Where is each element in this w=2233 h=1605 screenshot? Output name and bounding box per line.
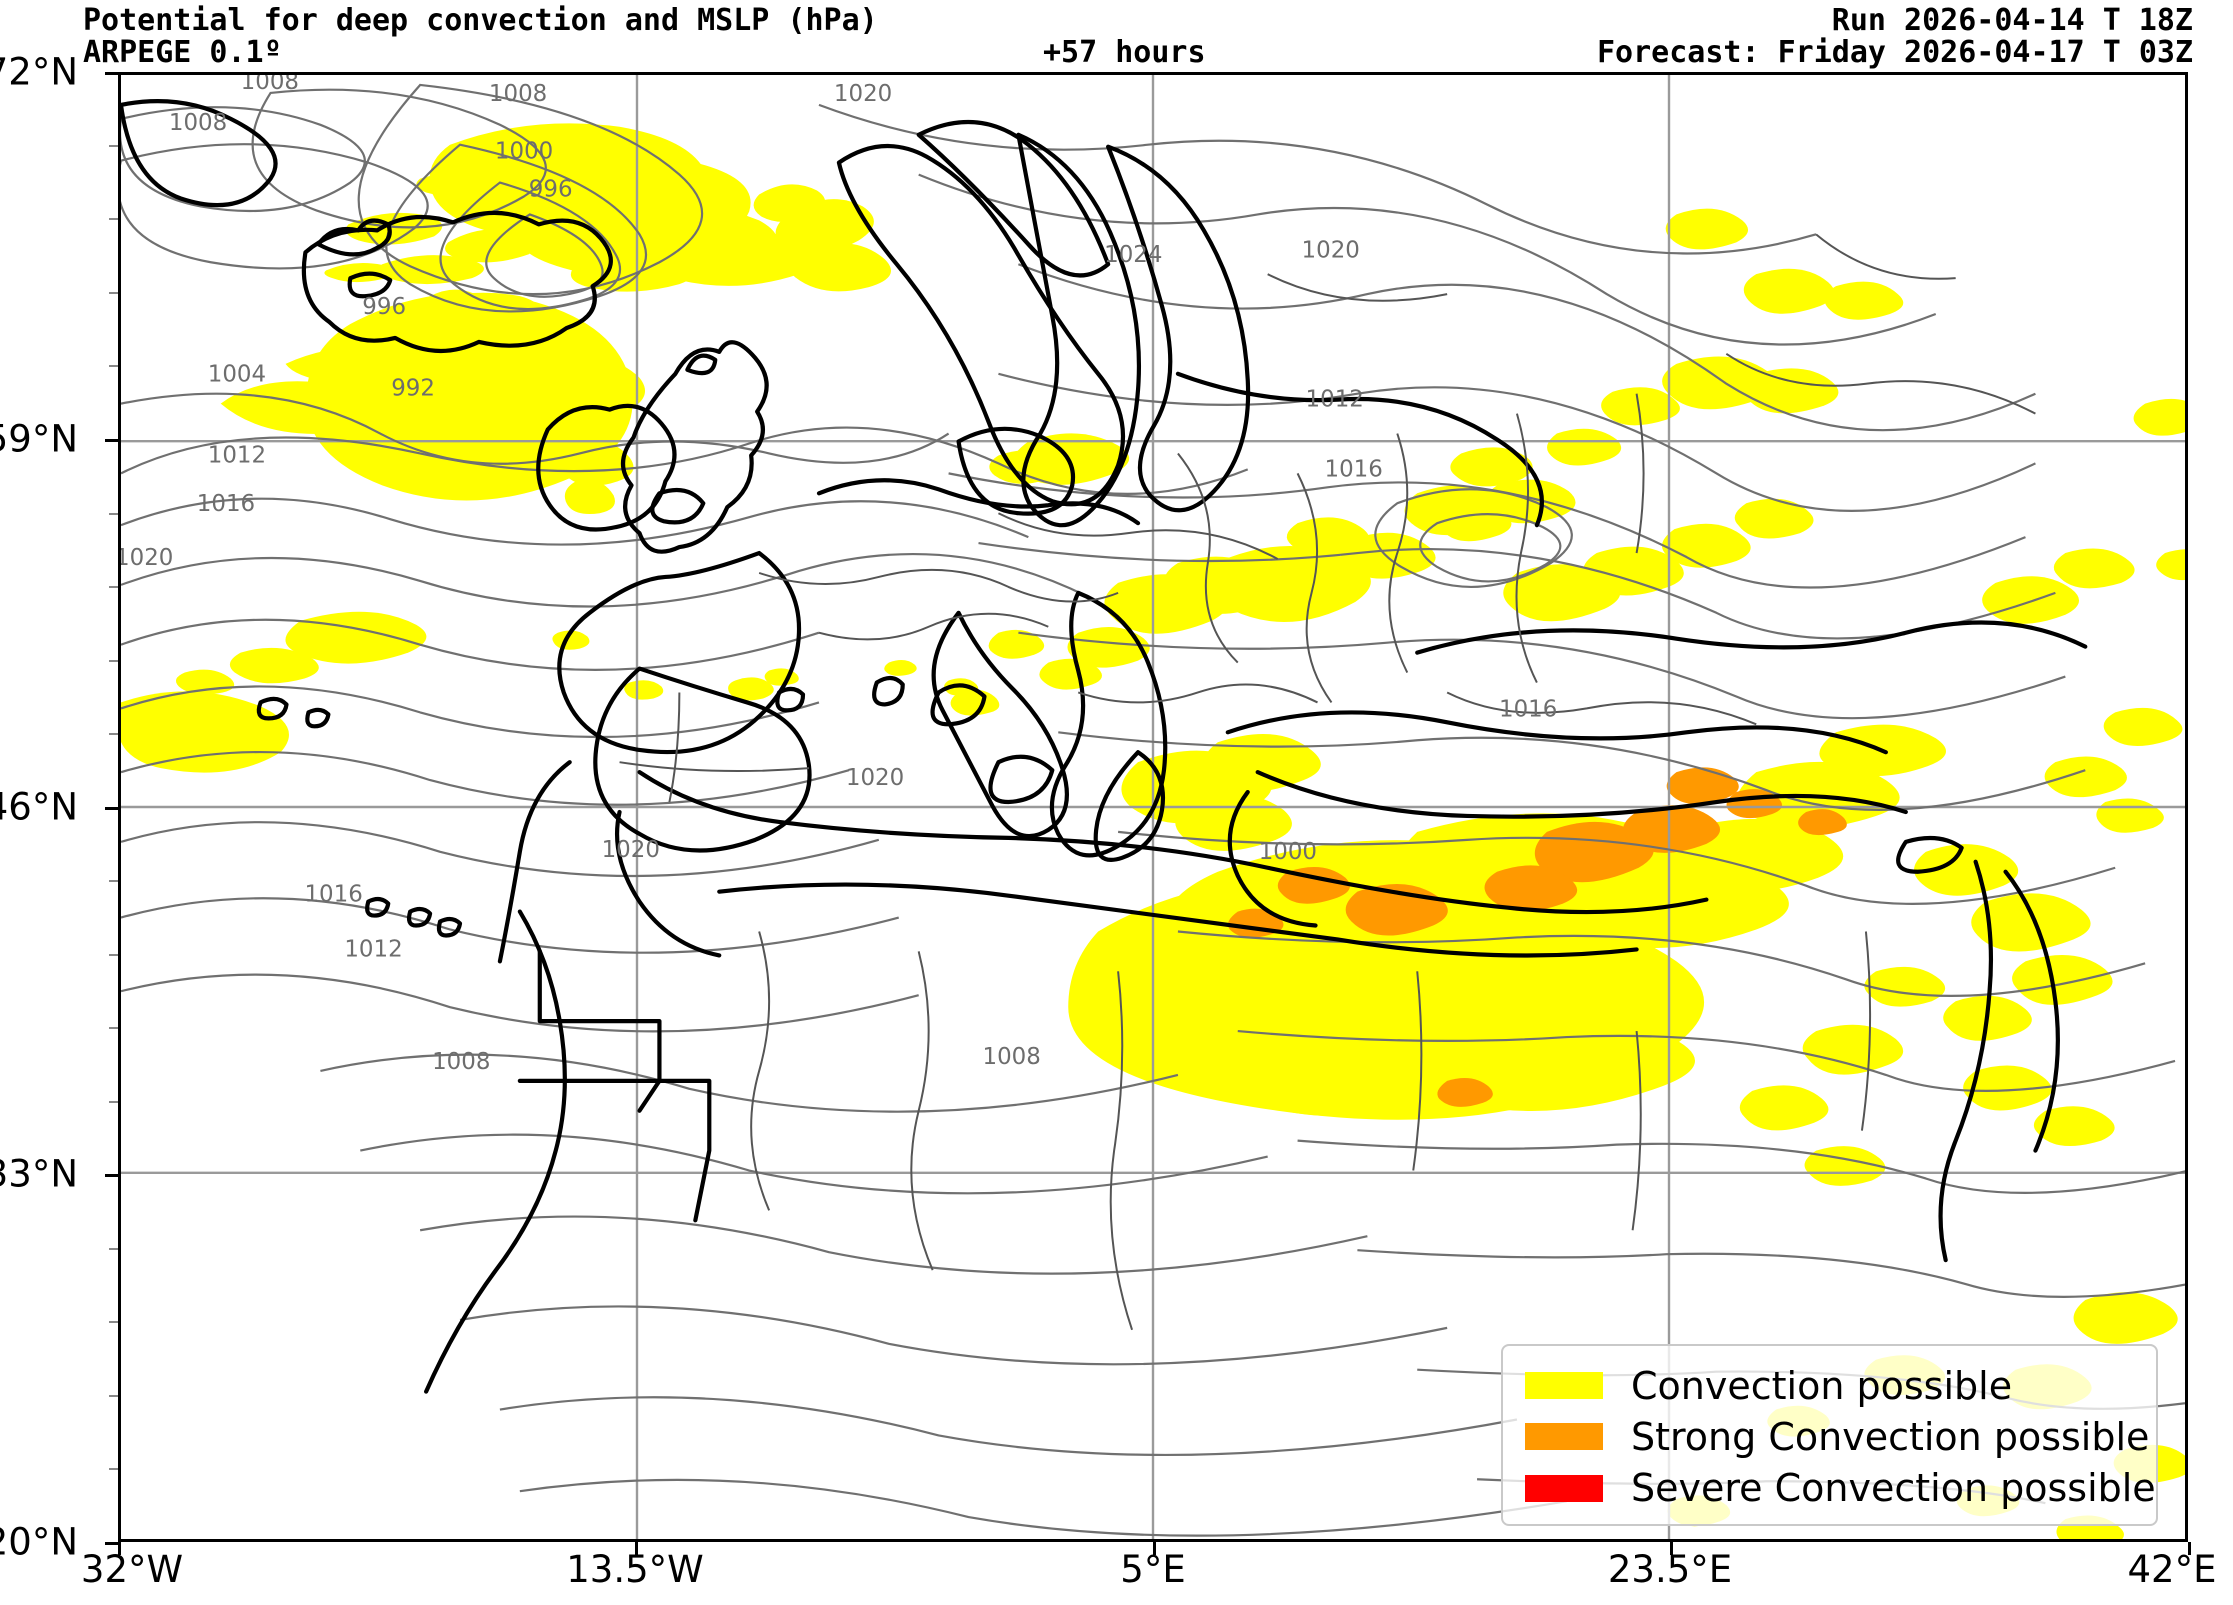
svg-text:996: 996 xyxy=(362,294,406,320)
ytick-minor xyxy=(109,660,118,662)
svg-text:1016: 1016 xyxy=(1325,456,1383,482)
legend-item-severe-convection: Severe Convection possible xyxy=(1525,1463,2156,1513)
xtick-mark-5e xyxy=(1153,1542,1156,1555)
ytick-minor xyxy=(109,513,118,515)
ytick-minor xyxy=(109,292,118,294)
xtick-label-5e: 5°E xyxy=(1120,1548,1186,1591)
svg-text:1008: 1008 xyxy=(241,75,299,95)
xtick-label-42e: 42°E xyxy=(2127,1548,2217,1591)
svg-text:1016: 1016 xyxy=(197,491,255,517)
map-legend: Convection possible Strong Convection po… xyxy=(1501,1344,2158,1526)
ytick-minor xyxy=(109,1321,118,1323)
svg-text:1020: 1020 xyxy=(602,837,660,863)
legend-item-convection: Convection possible xyxy=(1525,1361,2138,1411)
svg-text:1016: 1016 xyxy=(304,882,362,908)
xtick-mark-42e xyxy=(2188,1542,2191,1555)
ytick-minor xyxy=(109,954,118,956)
xtick-label-235e: 23.5°E xyxy=(1607,1548,1733,1591)
ytick-mark-20 xyxy=(105,1542,118,1545)
ytick-label-59n: 59°N xyxy=(0,417,78,461)
legend-item-strong-convection: Strong Convection possible xyxy=(1525,1412,2149,1462)
forecast-time-label: Forecast: Friday 2026-04-17 T 03Z xyxy=(1596,35,2193,70)
svg-text:1012: 1012 xyxy=(208,442,266,468)
ytick-label-46n: 46°N xyxy=(0,785,78,829)
ytick-label-33n: 33°N xyxy=(0,1152,78,1196)
legend-label-severe-convection: Severe Convection possible xyxy=(1631,1466,2156,1511)
ytick-minor xyxy=(109,1468,118,1470)
svg-text:1020: 1020 xyxy=(1302,237,1360,263)
svg-text:1008: 1008 xyxy=(982,1044,1040,1070)
mslp-isobars xyxy=(121,83,2185,1537)
legend-label-convection: Convection possible xyxy=(1631,1363,2013,1408)
xtick-label-32w: 32°W xyxy=(80,1548,184,1591)
xtick-mark-235e xyxy=(1670,1542,1673,1555)
ytick-minor xyxy=(109,880,118,882)
lead-time-label: +57 hours xyxy=(1043,35,1206,70)
legend-swatch-orange xyxy=(1525,1423,1603,1451)
legend-swatch-red xyxy=(1525,1474,1603,1502)
svg-text:1004: 1004 xyxy=(208,362,266,388)
isobar-labels: 1008 1008 1008 1020 1000 996 1024 1020 9… xyxy=(121,75,1557,1075)
svg-text:1016: 1016 xyxy=(1499,696,1557,722)
ytick-mark-59 xyxy=(105,439,118,442)
ytick-minor xyxy=(109,365,118,367)
model-label: ARPEGE 0.1º xyxy=(83,35,282,70)
coastlines xyxy=(121,99,2088,1394)
svg-text:1024: 1024 xyxy=(1104,242,1162,268)
xtick-mark-32w xyxy=(118,1542,121,1555)
ytick-label-72n: 72°N xyxy=(0,50,78,94)
xtick-mark-135w xyxy=(635,1542,638,1555)
legend-label-strong-convection: Strong Convection possible xyxy=(1631,1414,2150,1459)
svg-text:1000: 1000 xyxy=(1259,839,1317,865)
svg-text:1020: 1020 xyxy=(846,765,904,791)
ytick-mark-33 xyxy=(105,1174,118,1177)
xtick-label-135w: 13.5°W xyxy=(566,1548,704,1591)
ytick-minor xyxy=(109,1101,118,1103)
ytick-minor xyxy=(109,733,118,735)
run-time-label: Run 2026-04-14 T 18Z xyxy=(1831,3,2193,38)
ytick-minor xyxy=(109,1248,118,1250)
ytick-minor xyxy=(109,1395,118,1397)
svg-text:1000: 1000 xyxy=(495,139,553,165)
svg-text:1020: 1020 xyxy=(834,81,892,107)
svg-text:1008: 1008 xyxy=(169,110,227,136)
ytick-mark-46 xyxy=(105,807,118,810)
svg-text:1008: 1008 xyxy=(489,81,547,107)
ytick-minor xyxy=(109,145,118,147)
ytick-minor xyxy=(109,218,118,220)
svg-text:1012: 1012 xyxy=(1306,387,1364,413)
ytick-minor xyxy=(109,586,118,588)
ytick-mark-72 xyxy=(105,72,118,75)
map-canvas: .coast { fill:none; stroke:#000000; stro… xyxy=(121,75,2185,1539)
ytick-minor xyxy=(109,1027,118,1029)
svg-text:1020: 1020 xyxy=(121,545,173,571)
legend-swatch-yellow xyxy=(1525,1372,1603,1400)
map-plot-area[interactable]: .coast { fill:none; stroke:#000000; stro… xyxy=(118,72,2188,1542)
svg-text:992: 992 xyxy=(391,376,435,402)
country-borders xyxy=(619,233,2036,1331)
svg-text:1012: 1012 xyxy=(344,936,402,962)
ytick-label-20n: 20°N xyxy=(0,1520,78,1564)
page-title: Potential for deep convection and MSLP (… xyxy=(83,3,878,38)
svg-text:1008: 1008 xyxy=(432,1049,490,1075)
svg-text:996: 996 xyxy=(529,177,573,203)
